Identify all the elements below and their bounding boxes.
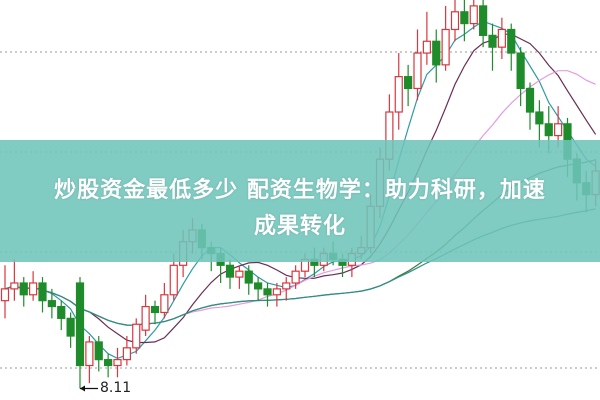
candle-up	[29, 282, 38, 296]
candle-up	[413, 52, 422, 90]
candle-down	[150, 305, 160, 314]
low-price-label: 8.11	[100, 379, 132, 396]
candle-up	[235, 270, 244, 278]
candle-down	[263, 288, 272, 296]
candle-up	[441, 28, 450, 66]
candle-down	[535, 111, 544, 125]
candle-down	[225, 264, 235, 278]
candle-up	[450, 11, 460, 31]
candle-down	[47, 300, 56, 308]
candle-down	[488, 34, 497, 48]
candle-up	[169, 264, 178, 296]
candle-down	[94, 341, 103, 361]
candle-down	[404, 76, 413, 90]
candle-down	[254, 282, 263, 290]
candle-down	[432, 40, 441, 66]
candle-down	[104, 359, 113, 367]
candle-up	[132, 323, 141, 349]
candle-down	[75, 282, 85, 367]
candle-down	[507, 28, 516, 54]
ma-10-line	[4, 33, 597, 344]
candle-up	[554, 123, 563, 137]
candle-down	[516, 52, 525, 90]
candle-up	[113, 359, 122, 367]
candle-up	[291, 270, 300, 284]
candle-up	[469, 5, 478, 25]
candle-down	[479, 5, 488, 36]
candle-up	[272, 288, 281, 296]
candle-up	[282, 282, 291, 290]
candle-up	[394, 76, 403, 113]
candle-up	[0, 288, 10, 302]
candle-down	[66, 317, 75, 337]
candle-down	[544, 123, 553, 137]
candle-up	[10, 282, 19, 290]
candle-down	[525, 87, 535, 113]
candle-up	[160, 294, 169, 314]
low-marker-arrowhead	[80, 385, 85, 392]
candle-down	[38, 282, 47, 302]
headline-line-1: 炒股资金最低多少 配资生物学：助力科研，加速	[54, 178, 546, 203]
headline-line-2: 成果转化	[253, 214, 346, 239]
candle-down	[57, 305, 66, 319]
candle-up	[497, 28, 506, 48]
candle-up	[422, 40, 431, 54]
candle-down	[460, 11, 469, 25]
title-banner: 炒股资金最低多少 配资生物学：助力科研，加速 成果转化	[0, 140, 600, 262]
candle-down	[244, 270, 253, 284]
candle-up	[85, 341, 94, 367]
candle-up	[122, 347, 131, 361]
candle-down	[19, 282, 28, 296]
candle-up	[141, 305, 150, 331]
